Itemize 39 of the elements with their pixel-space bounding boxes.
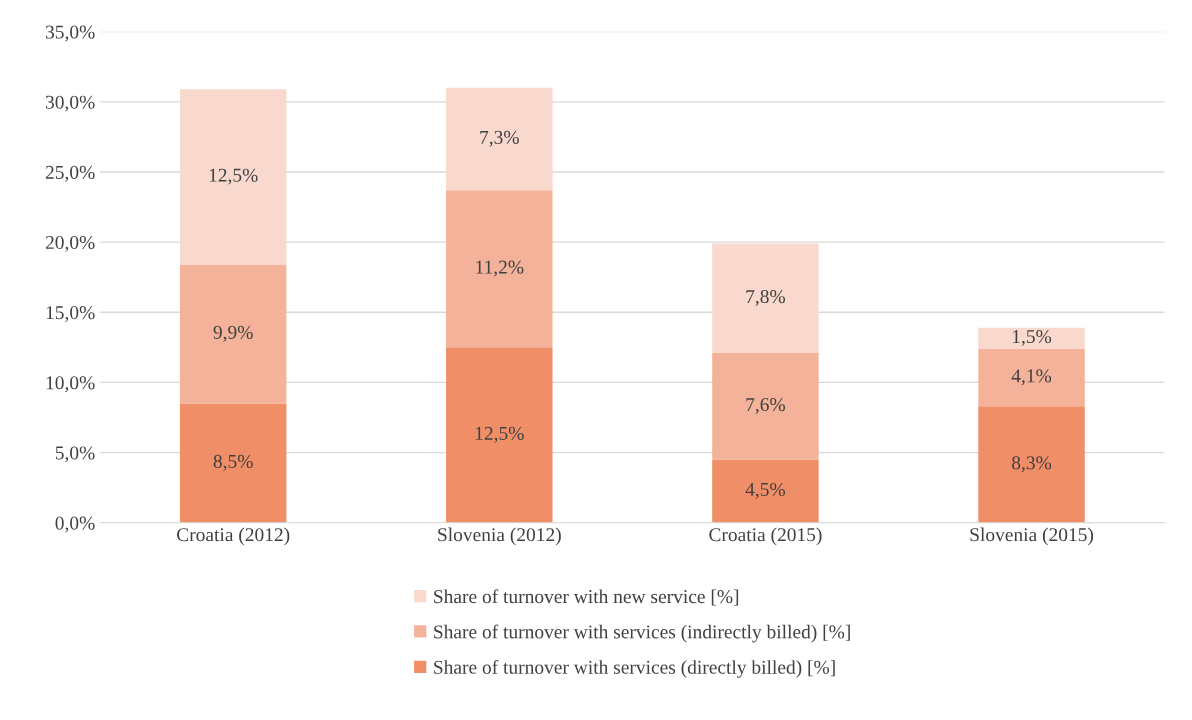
bar bbox=[978, 348, 1085, 407]
bar bbox=[179, 89, 287, 265]
bar bbox=[712, 352, 819, 460]
bar bbox=[179, 403, 287, 523]
data-label: 7,3% bbox=[480, 130, 519, 147]
y-tick-label: 35,0% bbox=[45, 25, 95, 42]
bar bbox=[712, 243, 819, 353]
data-label: 4,5% bbox=[745, 482, 785, 499]
y-tick-label: 20,0% bbox=[45, 235, 95, 252]
legend-label: Share of turnover with services (directly billed) [%] bbox=[434, 659, 835, 678]
bar bbox=[446, 347, 553, 523]
data-label: 8,5% bbox=[213, 454, 253, 471]
data-label: 7,8% bbox=[746, 289, 785, 306]
x-tick-label: Croatia (2012) bbox=[177, 527, 290, 546]
data-label: 12,5% bbox=[475, 426, 524, 443]
bar bbox=[978, 327, 1085, 349]
legend-label: Share of turnover with new service [%] bbox=[434, 589, 739, 606]
y-tick-label: 15,0% bbox=[46, 306, 95, 323]
data-label: 4,1% bbox=[1011, 369, 1052, 386]
x-tick-label: Croatia (2015) bbox=[709, 527, 822, 546]
y-tick-label: 25,0% bbox=[45, 165, 95, 182]
bar bbox=[446, 87, 553, 191]
data-label: 1,5% bbox=[1012, 329, 1052, 346]
x-tick-label: Slovenia (2015) bbox=[970, 527, 1094, 546]
y-tick-label: 5,0% bbox=[55, 446, 95, 463]
data-label: 12,5% bbox=[209, 168, 258, 185]
x-tick-label: Slovenia (2012) bbox=[438, 527, 561, 546]
y-tick-label: 0,0% bbox=[55, 516, 95, 533]
bar bbox=[712, 459, 819, 523]
data-label: 11,2% bbox=[476, 260, 524, 277]
data-label: 7,6% bbox=[746, 398, 785, 414]
data-label: 8,3% bbox=[1012, 456, 1052, 473]
bar bbox=[978, 406, 1085, 523]
y-tick-label: 30,0% bbox=[45, 95, 95, 112]
bar bbox=[179, 264, 287, 404]
bar bbox=[446, 190, 553, 348]
legend-label: Share of turnover with services (indirectly billed) [%] bbox=[434, 624, 850, 643]
data-label: 9,9% bbox=[213, 325, 253, 342]
y-tick-label: 10,0% bbox=[46, 376, 95, 393]
